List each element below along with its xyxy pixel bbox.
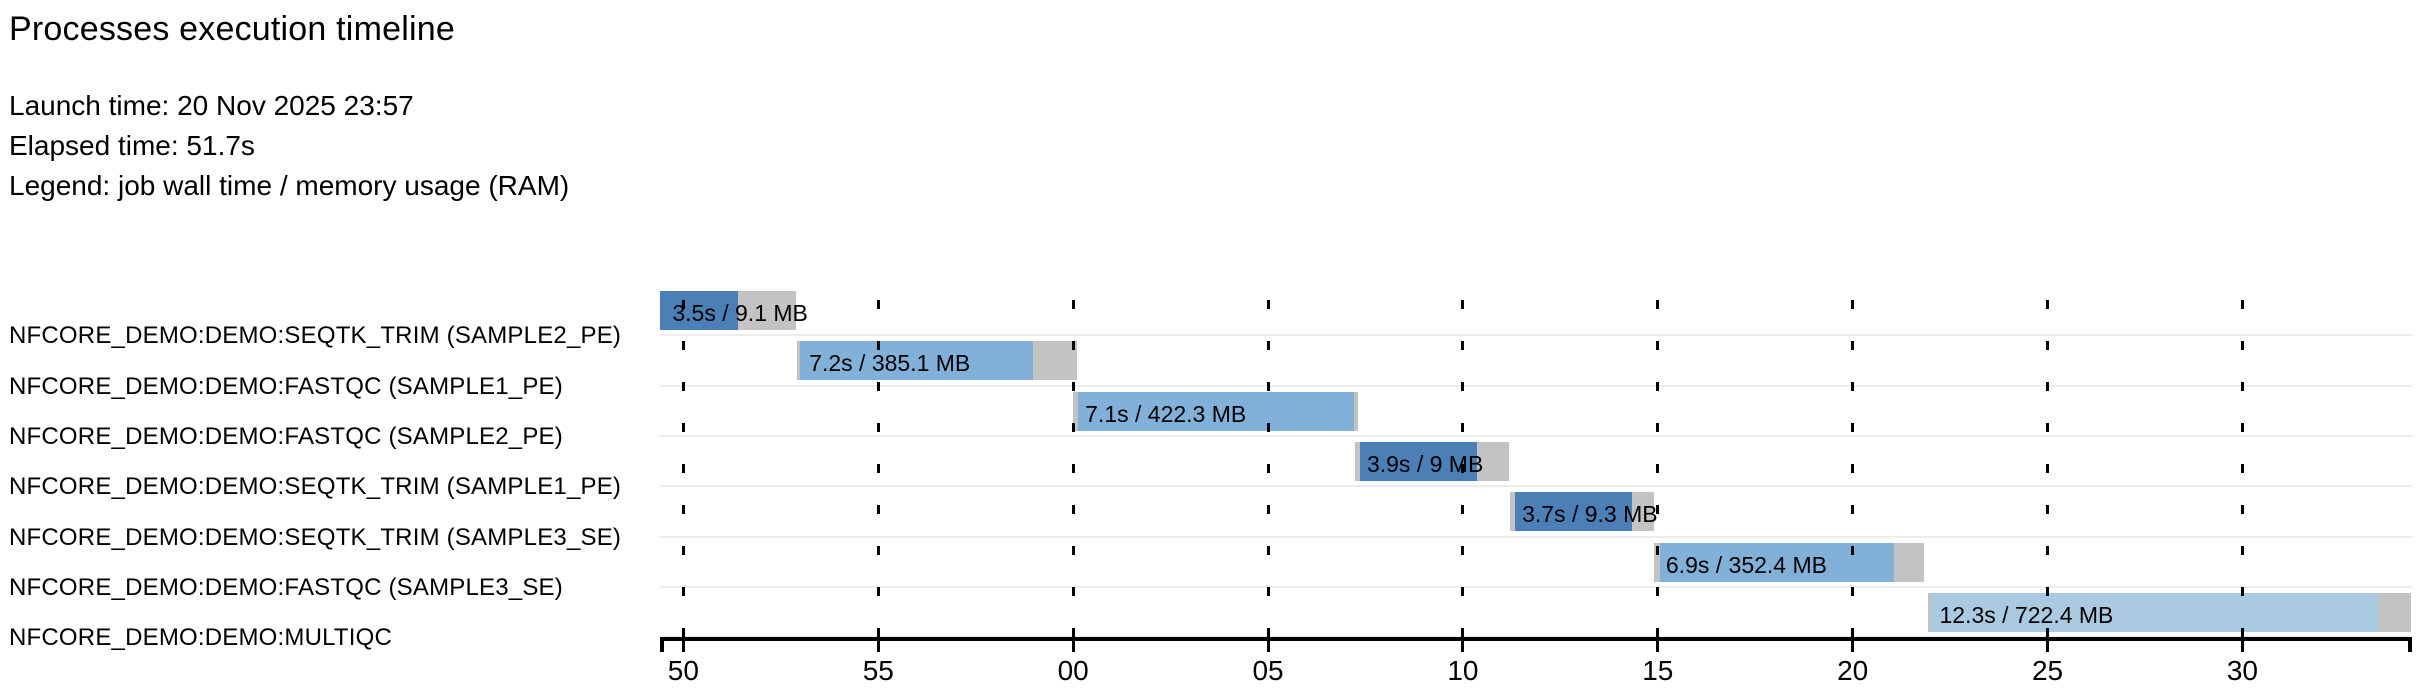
process-label: NFCORE_DEMO:DEMO:SEQTK_TRIM (SAMPLE1_PE) — [9, 473, 622, 501]
x-axis-tick — [2046, 641, 2050, 652]
x-axis-tick — [1461, 641, 1465, 652]
time-gridline — [1266, 286, 1270, 637]
task-bar-label: 6.9s / 352.4 MB — [1665, 551, 1827, 578]
row-separator — [660, 434, 2412, 437]
x-axis-tick-label: 55 — [862, 655, 894, 686]
launch-time-text: Launch time: 20 Nov 2025 23:57 — [9, 90, 414, 121]
task-bar-label: 3.5s / 9.1 MB — [672, 300, 808, 326]
x-axis-endcap — [2408, 641, 2412, 652]
process-label: NFCORE_DEMO:DEMO:MULTIQC — [9, 624, 393, 652]
time-gridline — [1851, 286, 1855, 637]
x-axis-tick — [681, 641, 685, 652]
row-separator — [660, 535, 2412, 538]
process-label: NFCORE_DEMO:DEMO:FASTQC (SAMPLE1_PE) — [9, 372, 563, 400]
x-axis-tick-label: 15 — [1642, 655, 1674, 686]
row-separator — [660, 485, 2412, 488]
x-axis-tick-label: 25 — [2031, 655, 2064, 686]
x-axis-tick — [1071, 641, 1075, 652]
task-bar — [1360, 441, 1477, 481]
task-bar-label: 12.3s / 722.4 MB — [1939, 601, 2114, 628]
x-axis-tick-label: 05 — [1252, 655, 1284, 686]
x-axis-tick — [1266, 641, 1270, 652]
task-bar — [1659, 542, 1894, 582]
task-bar-label: 7.1s / 422.3 MB — [1085, 400, 1247, 427]
task-bar-label: 7.2s / 385.1 MB — [809, 350, 971, 377]
time-gridline — [2046, 286, 2050, 637]
task-bar — [800, 341, 1033, 381]
time-gridline — [876, 286, 880, 637]
process-label: NFCORE_DEMO:DEMO:SEQTK_TRIM (SAMPLE3_SE) — [9, 523, 622, 551]
task-bar-label: 3.9s / 9 MB — [1366, 450, 1484, 477]
task-bar-label: 3.7s / 9.3 MB — [1522, 501, 1658, 528]
x-axis-line — [660, 637, 2412, 641]
process-label: NFCORE_DEMO:DEMO:SEQTK_TRIM (SAMPLE2_PE) — [9, 322, 622, 350]
elapsed-time-text: Elapsed time: 51.7s — [9, 130, 255, 161]
time-gridline — [2240, 286, 2244, 637]
x-axis-tick-label: 50 — [667, 655, 699, 686]
process-label: NFCORE_DEMO:DEMO:FASTQC (SAMPLE3_SE) — [9, 573, 563, 601]
x-axis-tick-label: 00 — [1057, 655, 1089, 686]
page-title: Processes execution timeline — [9, 10, 455, 48]
x-axis-tick — [876, 641, 880, 652]
time-gridline — [1656, 286, 1660, 637]
task-bar — [660, 291, 739, 330]
task-bar — [1930, 592, 2379, 632]
row-separator — [660, 334, 2412, 337]
run-metadata: Launch time: 20 Nov 2025 23:57 Elapsed t… — [9, 86, 569, 206]
x-axis-tick — [1656, 641, 1660, 652]
task-bar — [1078, 391, 1355, 431]
row-separator — [660, 585, 2412, 588]
x-axis-tick — [2240, 641, 2244, 652]
x-axis-tick — [1851, 641, 1855, 652]
time-gridline — [1071, 286, 1075, 637]
task-bar — [1514, 492, 1632, 532]
row-separator — [660, 384, 2412, 387]
time-gridline — [681, 286, 685, 637]
x-axis-tick-label: 20 — [1837, 655, 1869, 686]
x-axis-endcap — [660, 641, 664, 652]
x-axis-tick-label: 10 — [1447, 655, 1479, 686]
legend-text: Legend: job wall time / memory usage (RA… — [9, 170, 570, 201]
process-label: NFCORE_DEMO:DEMO:FASTQC (SAMPLE2_PE) — [9, 422, 563, 450]
time-gridline — [1461, 286, 1465, 637]
x-axis-tick-label: 30 — [2226, 655, 2259, 686]
